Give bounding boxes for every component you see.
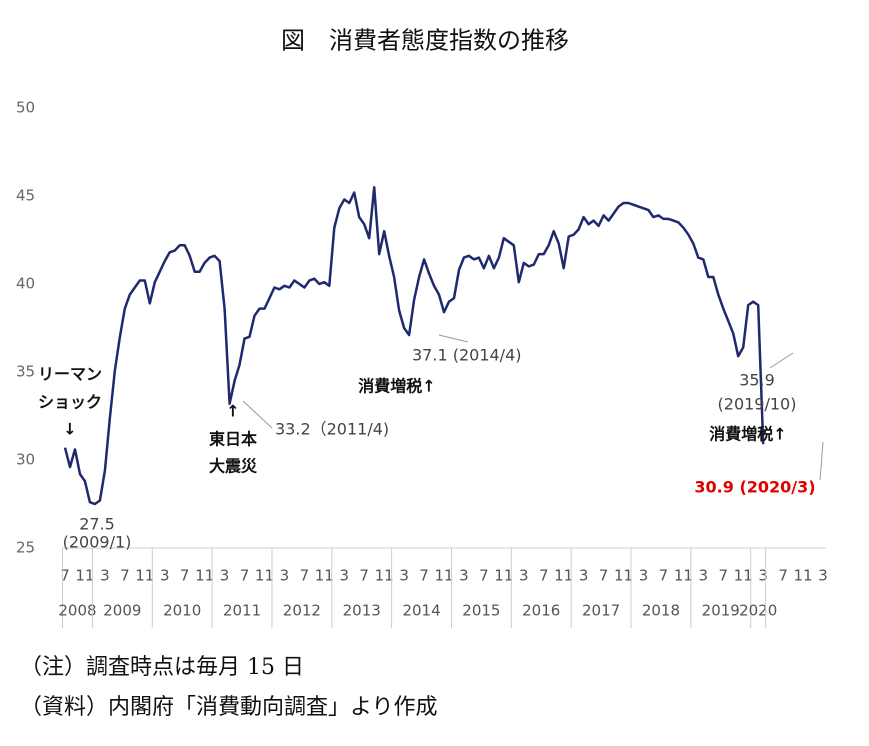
annotation: ↓	[63, 420, 76, 439]
annotation: ショック	[38, 393, 102, 412]
x-tick-label: 11	[794, 567, 813, 585]
x-tick-label: 11	[734, 567, 753, 585]
y-tick-label: 50	[16, 99, 35, 117]
annotation: 消費増税↑	[709, 425, 786, 444]
x-tick-label: 11	[554, 567, 573, 585]
annotation: 消費増税↑	[358, 377, 435, 396]
x-tick-label: 11	[434, 567, 453, 585]
y-tick-label: 30	[16, 451, 35, 469]
x-tick-label: 11	[614, 567, 633, 585]
x-tick-label: 3	[459, 567, 469, 585]
x-tick-label: 3	[160, 567, 170, 585]
annotation: 30.9 (2020/3)	[694, 478, 815, 497]
x-tick-label: 3	[818, 567, 828, 585]
x-tick-label: 7	[359, 567, 369, 585]
x-tick-label: 11	[674, 567, 693, 585]
x-tick-label: 7	[120, 567, 130, 585]
x-tick-label: 3	[699, 567, 709, 585]
annotation: (2009/1)	[63, 533, 132, 552]
x-tick-label: 7	[539, 567, 549, 585]
x-tick-label: 7	[240, 567, 250, 585]
annotation: ↑	[226, 402, 239, 421]
x-tick-label: 7	[419, 567, 429, 585]
y-tick-label: 35	[16, 363, 35, 381]
x-group-label: 2019	[702, 602, 740, 620]
x-tick-label: 11	[315, 567, 334, 585]
annotation: 35.9	[739, 371, 775, 390]
note: （資料）内閣府「消費動向調査」より作成	[20, 695, 438, 720]
x-tick-label: 7	[300, 567, 310, 585]
annotation: 27.5	[79, 515, 115, 534]
x-tick-label: 7	[60, 567, 70, 585]
x-tick-label: 11	[494, 567, 513, 585]
x-tick-label: 3	[758, 567, 768, 585]
y-tick-label: 40	[16, 275, 35, 293]
x-tick-label: 11	[75, 567, 94, 585]
annotation: 37.1 (2014/4)	[412, 346, 521, 365]
x-tick-label: 3	[399, 567, 409, 585]
leader-line	[242, 400, 273, 429]
annotation: 大震災	[209, 457, 258, 476]
x-tick-label: 3	[220, 567, 230, 585]
x-tick-label: 11	[195, 567, 214, 585]
x-tick-label: 7	[599, 567, 609, 585]
x-group-label: 2020	[739, 602, 777, 620]
annotation: リーマン	[38, 365, 102, 384]
x-group-label: 2013	[343, 602, 381, 620]
x-tick-label: 7	[778, 567, 788, 585]
x-group-label: 2016	[522, 602, 560, 620]
y-tick-label: 45	[16, 187, 35, 205]
x-group-label: 2009	[103, 602, 141, 620]
note: （注）調査時点は毎月 15 日	[20, 655, 304, 680]
x-tick-label: 3	[280, 567, 290, 585]
x-group-label: 2008	[58, 602, 96, 620]
x-group-label: 2010	[163, 602, 201, 620]
x-tick-label: 3	[100, 567, 110, 585]
x-tick-label: 3	[579, 567, 589, 585]
x-group-label: 2012	[283, 602, 321, 620]
annotation: (2019/10)	[718, 395, 797, 414]
x-group-label: 2014	[402, 602, 440, 620]
x-tick-label: 11	[375, 567, 394, 585]
x-tick-label: 3	[519, 567, 529, 585]
x-tick-label: 3	[339, 567, 349, 585]
leader-line	[769, 352, 794, 369]
x-tick-label: 3	[639, 567, 649, 585]
annotation: 33.2（2011/4)	[275, 420, 389, 439]
x-tick-label: 11	[135, 567, 154, 585]
annotation: 東日本	[209, 430, 257, 449]
x-group-label: 2015	[462, 602, 500, 620]
x-tick-label: 7	[659, 567, 669, 585]
x-tick-label: 7	[479, 567, 489, 585]
x-group-label: 2018	[642, 602, 680, 620]
y-tick-label: 25	[16, 539, 35, 557]
data-line	[63, 185, 765, 506]
x-group-label: 2017	[582, 602, 620, 620]
chart-title: 図 消費者態度指数の推移	[281, 27, 569, 55]
x-tick-label: 7	[180, 567, 190, 585]
leader-line	[819, 441, 824, 481]
x-tick-label: 7	[718, 567, 728, 585]
x-tick-label: 11	[255, 567, 274, 585]
x-group-label: 2011	[223, 602, 261, 620]
leader-line	[438, 334, 469, 343]
